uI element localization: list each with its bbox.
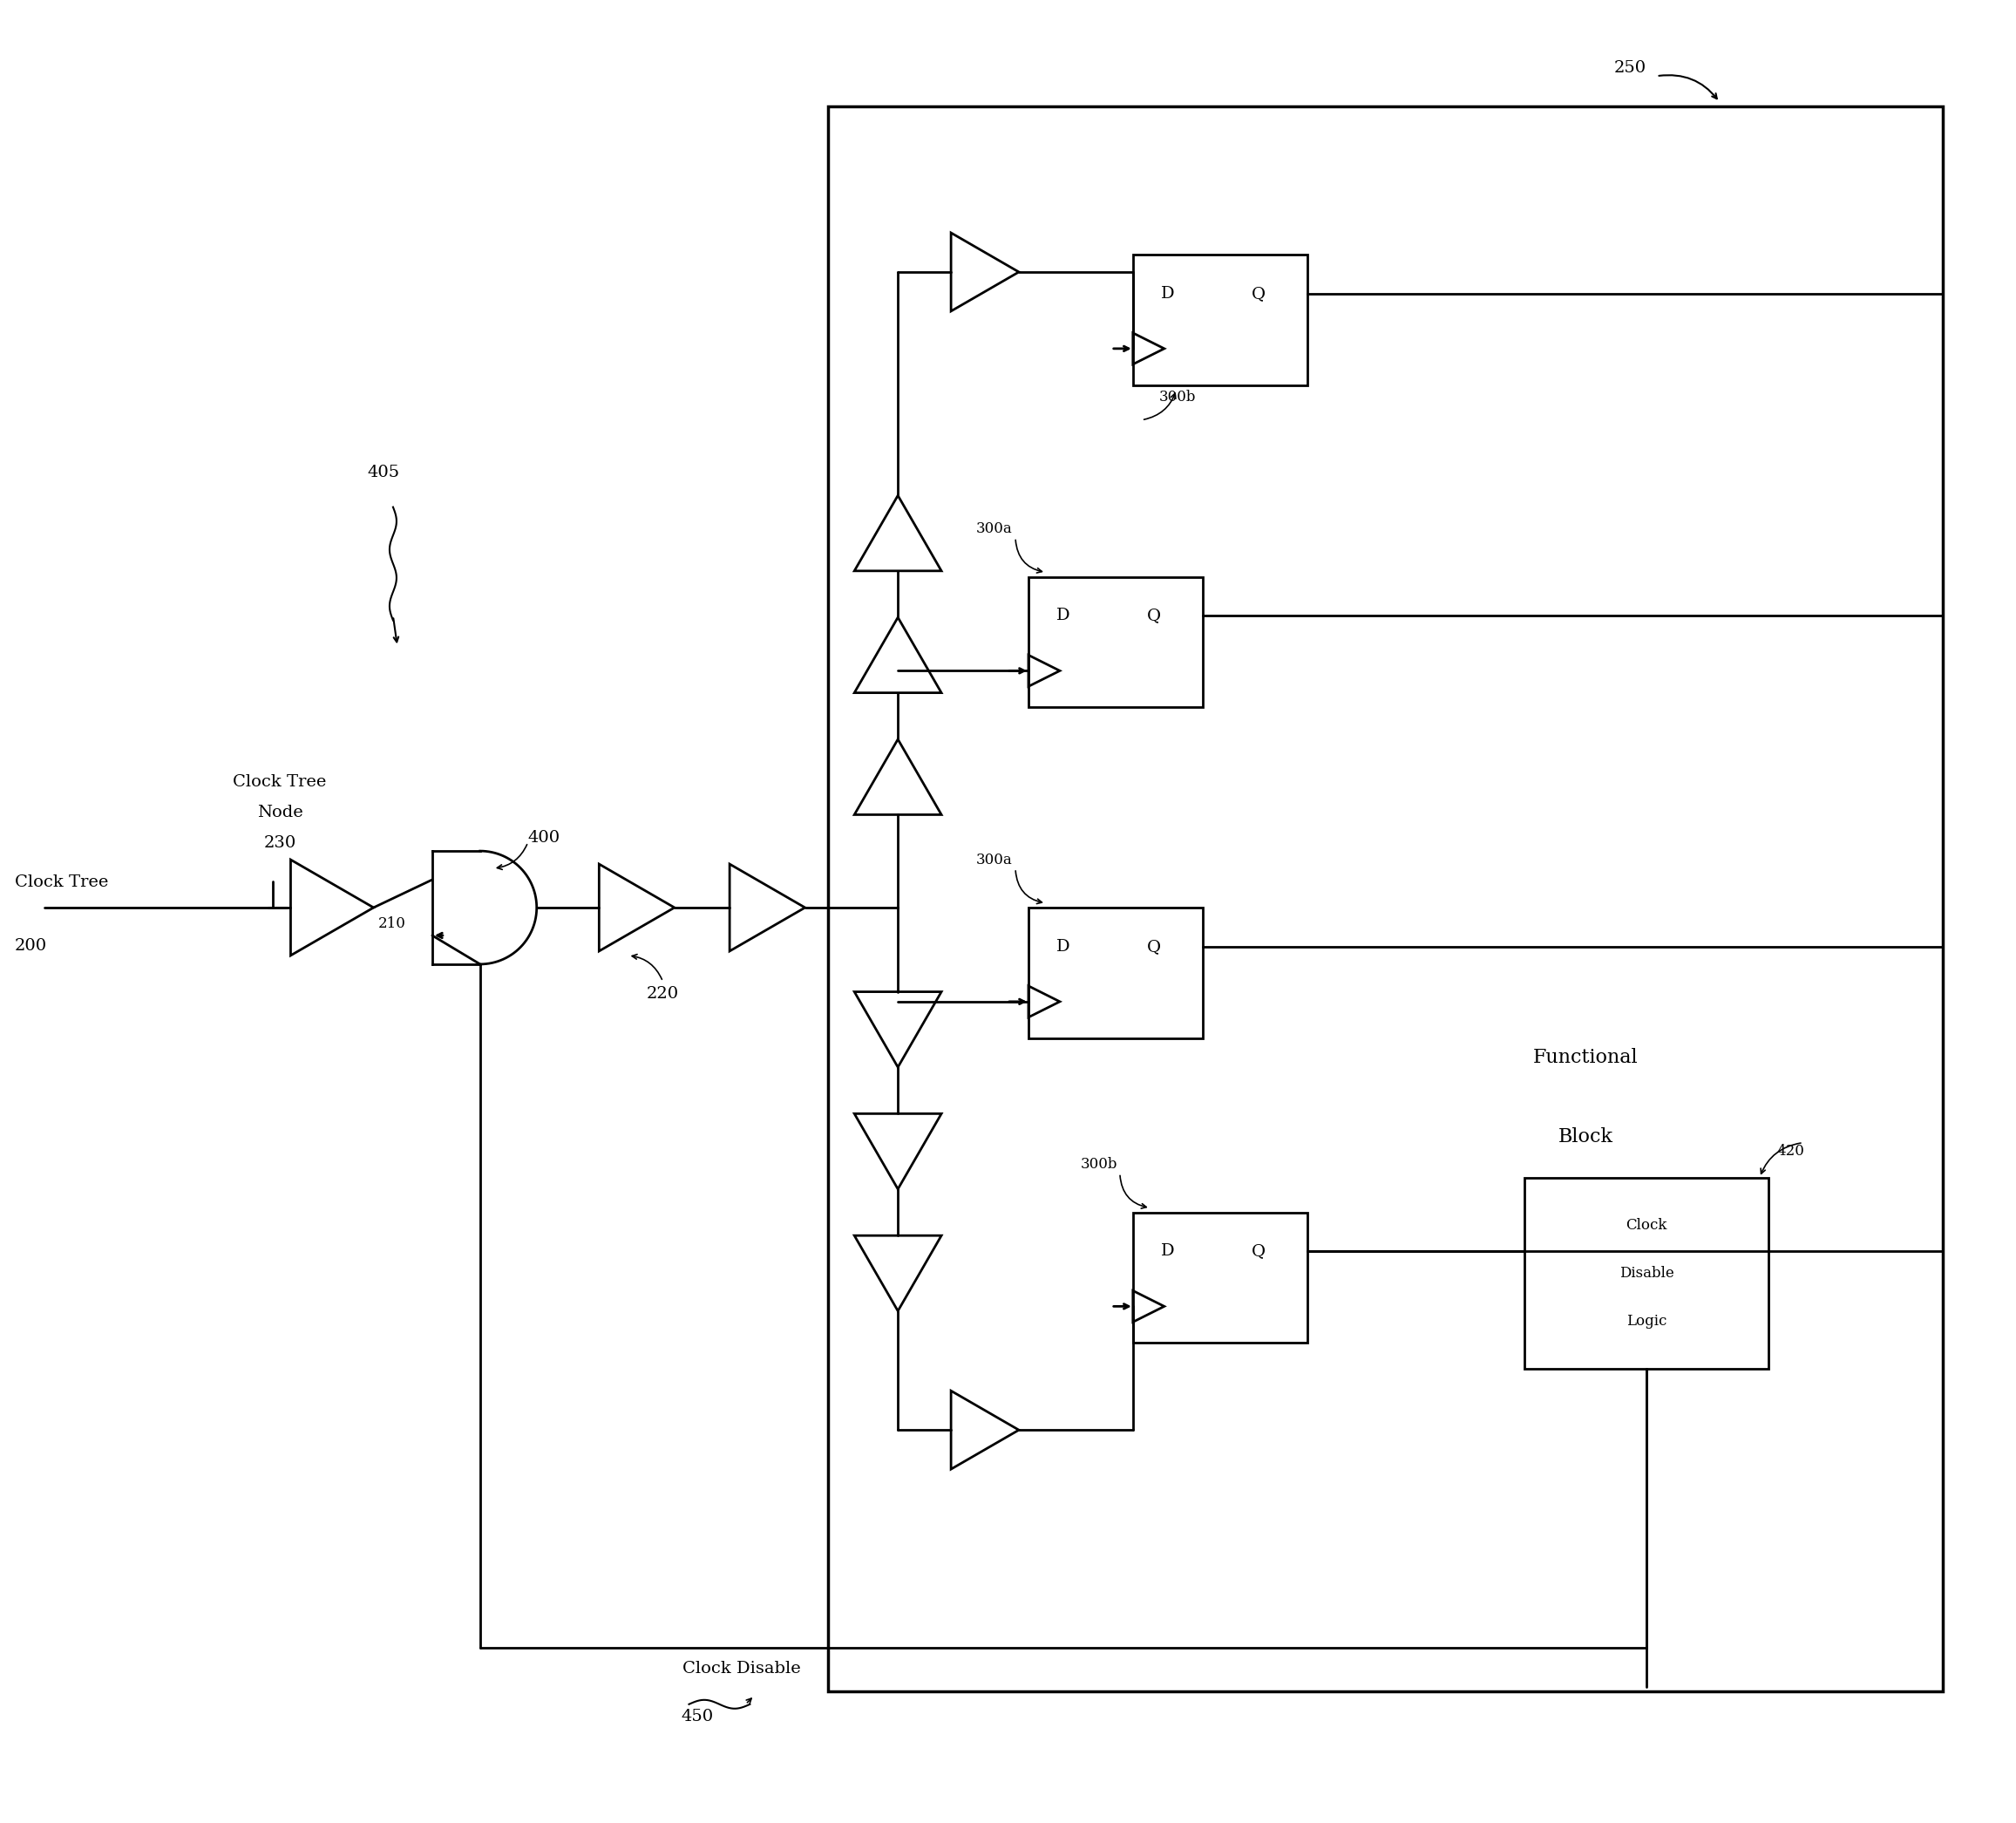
Text: Q: Q (1252, 286, 1266, 301)
Text: Node: Node (256, 804, 302, 820)
Text: 400: 400 (528, 829, 560, 846)
Text: D: D (1056, 609, 1070, 623)
Bar (1028, 908, 1202, 1037)
Text: 250: 250 (1615, 60, 1647, 77)
Bar (1028, 576, 1202, 707)
Text: Logic: Logic (1627, 1314, 1667, 1329)
Text: Clock Tree: Clock Tree (234, 775, 327, 789)
Text: 300a: 300a (976, 853, 1012, 868)
Text: 300b: 300b (1081, 1158, 1117, 1172)
Text: Block: Block (1558, 1127, 1613, 1147)
Text: 450: 450 (681, 1708, 714, 1725)
Text: Functional: Functional (1534, 1048, 1639, 1066)
Bar (829, 106, 1941, 1692)
Text: 300b: 300b (1159, 390, 1195, 405)
Text: Clock Tree: Clock Tree (14, 875, 109, 890)
Text: Q: Q (1147, 609, 1161, 623)
Bar (1133, 1212, 1306, 1344)
Text: Q: Q (1252, 1243, 1266, 1260)
Text: Disable: Disable (1619, 1265, 1673, 1282)
Bar (1524, 1178, 1768, 1369)
Text: D: D (1056, 939, 1070, 955)
Text: 230: 230 (264, 835, 296, 851)
Text: D: D (1161, 1243, 1175, 1260)
Text: 300a: 300a (976, 521, 1012, 536)
Text: D: D (1161, 286, 1175, 301)
Bar (1133, 255, 1306, 385)
Text: 200: 200 (14, 939, 46, 953)
Text: 210: 210 (377, 917, 405, 932)
Text: 405: 405 (367, 465, 399, 479)
Text: 220: 220 (647, 986, 679, 1001)
Text: Q: Q (1147, 939, 1161, 955)
Text: 420: 420 (1776, 1145, 1804, 1159)
Text: Clock Disable: Clock Disable (681, 1661, 800, 1677)
Text: Clock: Clock (1625, 1218, 1667, 1232)
